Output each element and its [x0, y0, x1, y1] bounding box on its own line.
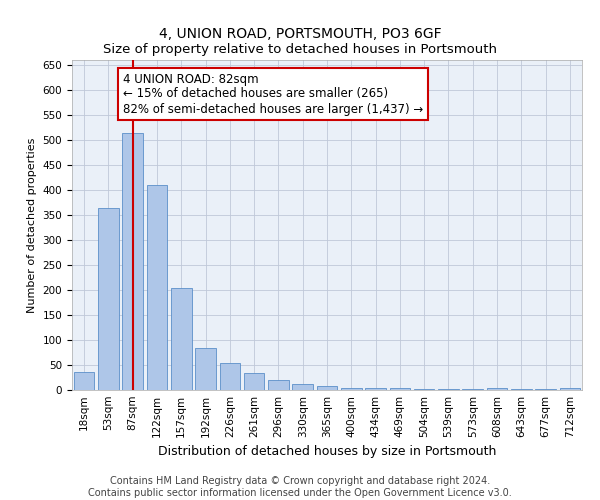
- Bar: [463, 389, 483, 390]
- Bar: [365, 388, 386, 390]
- Text: 4, UNION ROAD, PORTSMOUTH, PO3 6GF: 4, UNION ROAD, PORTSMOUTH, PO3 6GF: [158, 28, 442, 42]
- Bar: [244, 372, 265, 390]
- Bar: [171, 288, 191, 390]
- Bar: [341, 388, 362, 390]
- Bar: [389, 388, 410, 390]
- Bar: [220, 362, 240, 390]
- Bar: [146, 185, 167, 390]
- Bar: [195, 348, 216, 390]
- Text: 4 UNION ROAD: 82sqm
← 15% of detached houses are smaller (265)
82% of semi-detac: 4 UNION ROAD: 82sqm ← 15% of detached ho…: [123, 72, 423, 116]
- Bar: [487, 388, 508, 390]
- Bar: [438, 389, 459, 390]
- Bar: [74, 372, 94, 390]
- Bar: [511, 389, 532, 390]
- Text: Contains HM Land Registry data © Crown copyright and database right 2024.
Contai: Contains HM Land Registry data © Crown c…: [88, 476, 512, 498]
- Bar: [268, 380, 289, 390]
- Bar: [292, 384, 313, 390]
- X-axis label: Distribution of detached houses by size in Portsmouth: Distribution of detached houses by size …: [158, 446, 496, 458]
- Bar: [535, 389, 556, 390]
- Bar: [122, 132, 143, 390]
- Text: Size of property relative to detached houses in Portsmouth: Size of property relative to detached ho…: [103, 42, 497, 56]
- Y-axis label: Number of detached properties: Number of detached properties: [27, 138, 37, 312]
- Bar: [560, 388, 580, 390]
- Bar: [317, 386, 337, 390]
- Bar: [414, 388, 434, 390]
- Bar: [98, 208, 119, 390]
